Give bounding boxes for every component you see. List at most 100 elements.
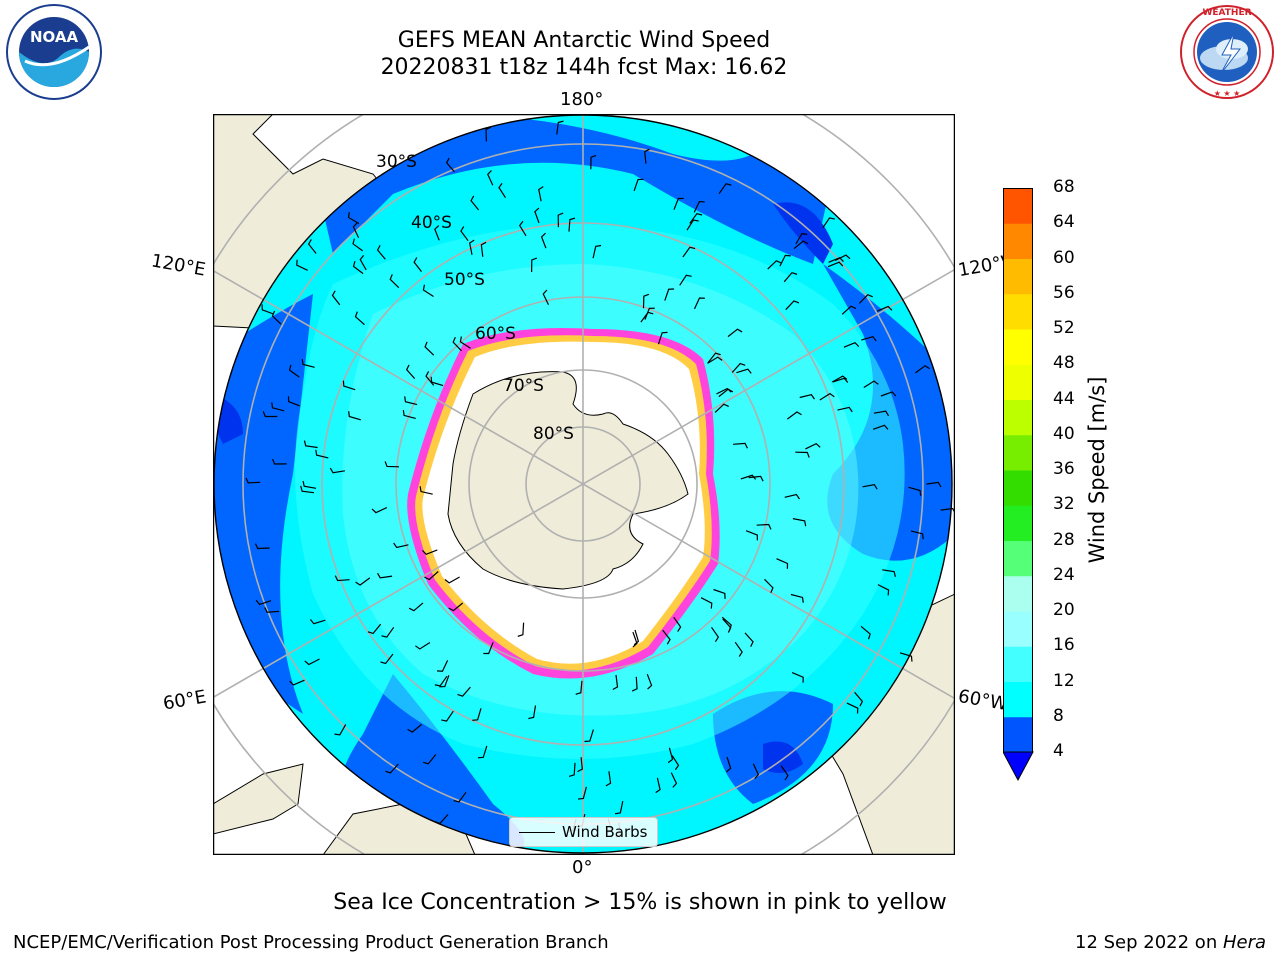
wind-barb: [756, 523, 772, 530]
colorbar-segment: [1003, 364, 1033, 400]
wind-barb: [245, 477, 261, 484]
wind-barb: [477, 745, 488, 759]
wind-barb: [483, 642, 494, 655]
wind-barb: [445, 157, 455, 173]
wind-barb: [352, 222, 360, 238]
wind-barb: [764, 578, 774, 594]
wind-barb: [784, 493, 800, 500]
wind-barb: [631, 676, 638, 692]
colorbar-tick-label: 40: [1053, 423, 1075, 444]
wind-barb: [271, 402, 285, 412]
wind-barb: [693, 200, 705, 213]
wind-barb-legend-line: [519, 832, 555, 833]
wind-barb: [402, 410, 416, 419]
colorbar-tick-label: 20: [1053, 600, 1075, 620]
wind-barb: [264, 607, 280, 613]
wind-barb: [470, 195, 480, 211]
colorbar-segment: [1003, 188, 1033, 224]
wind-barb: [793, 240, 809, 250]
wind-barb: [342, 380, 356, 391]
wind-barb: [542, 289, 550, 306]
colorbar-tick-label: 8: [1053, 705, 1064, 726]
wind-barb: [376, 244, 386, 260]
wind-barb: [832, 375, 848, 383]
colorbar-segment: [1003, 258, 1033, 295]
wind-barb: [568, 217, 576, 232]
wind-barb: [752, 763, 760, 780]
wind-barb: [861, 335, 877, 342]
wind-barb: [832, 377, 849, 383]
wind-barb: [642, 293, 650, 309]
colorbar-segment: [1003, 434, 1033, 471]
wind-barb: [862, 484, 878, 490]
wind-barb: [655, 777, 661, 794]
wind-barb: [301, 358, 315, 368]
wind-barb: [334, 575, 350, 582]
wind-barb: [419, 486, 433, 495]
wind-barb: [434, 675, 448, 687]
wind-barb: [843, 342, 860, 348]
wind-barb: [877, 584, 890, 596]
wind-barb: [707, 356, 723, 364]
wind-barb: [693, 297, 705, 310]
wind-barb: [371, 507, 388, 514]
colorbar-tick-label: 24: [1053, 564, 1075, 585]
wind-barb: [347, 212, 360, 225]
wind-barb: [315, 449, 329, 459]
wind-barb: [605, 771, 612, 787]
wind-barb: [721, 616, 732, 631]
wind-barb: [700, 597, 713, 609]
wind-barb: [354, 311, 365, 326]
wind-barb: [540, 232, 547, 249]
wind-barb: [863, 380, 879, 389]
wind-barb: [359, 254, 367, 271]
wind-barb: [718, 183, 732, 194]
wind-barb: [872, 424, 889, 430]
wind-barb: [805, 442, 821, 450]
wind-barb: [528, 705, 537, 720]
wind-barb: [657, 331, 668, 345]
wind-barb: [671, 754, 680, 771]
wind-barb: [288, 364, 300, 378]
wind-barb: [334, 724, 347, 736]
legend-label: Wind Barbs: [562, 823, 648, 841]
colorbar-tick-label: 32: [1053, 494, 1075, 515]
wind-barb: [485, 126, 492, 142]
wind-barb: [780, 765, 789, 781]
wind-barb: [876, 305, 893, 312]
footer-date-text: 12 Sep 2022 on: [1075, 932, 1223, 953]
colorbar-segment: [1003, 329, 1033, 365]
wind-barb: [352, 238, 364, 252]
lat-label-60s: 60°S: [475, 324, 516, 344]
lat-label-40s: 40°S: [411, 213, 452, 233]
colorbar-segment: [1003, 293, 1033, 330]
footer-machine: Hera: [1222, 932, 1266, 953]
wind-barb: [748, 475, 764, 482]
wind-barb: [846, 702, 859, 714]
wind-barb: [407, 723, 422, 733]
colorbar-segment: [1003, 540, 1033, 577]
svg-text:★ ★ ★: ★ ★ ★: [1214, 89, 1241, 98]
colorbar-tick-label: 4: [1053, 741, 1064, 761]
wind-barb: [331, 290, 341, 306]
wind-barb: [899, 652, 913, 662]
wind-barb: [289, 679, 305, 686]
colorbar: [1003, 188, 1034, 782]
wind-barb: [633, 178, 644, 192]
wind-barb: [518, 220, 527, 237]
wind-barb: [517, 622, 525, 637]
wind-barb: [880, 391, 897, 397]
wind-barb: [575, 680, 583, 695]
colorbar-tick-label: 16: [1053, 635, 1075, 656]
wind-barb: [457, 686, 471, 697]
wind-barb: [300, 485, 315, 494]
colorbar-tick-label: 56: [1053, 282, 1075, 303]
wind-barb: [632, 631, 638, 648]
wind-barb: [367, 623, 382, 635]
colorbar-tick-label: 12: [1053, 670, 1075, 691]
wind-barb: [307, 239, 317, 254]
wind-barb: [795, 451, 810, 458]
wind-barb: [640, 311, 654, 323]
wind-barb: [261, 304, 274, 315]
wind-barb: [448, 602, 464, 612]
